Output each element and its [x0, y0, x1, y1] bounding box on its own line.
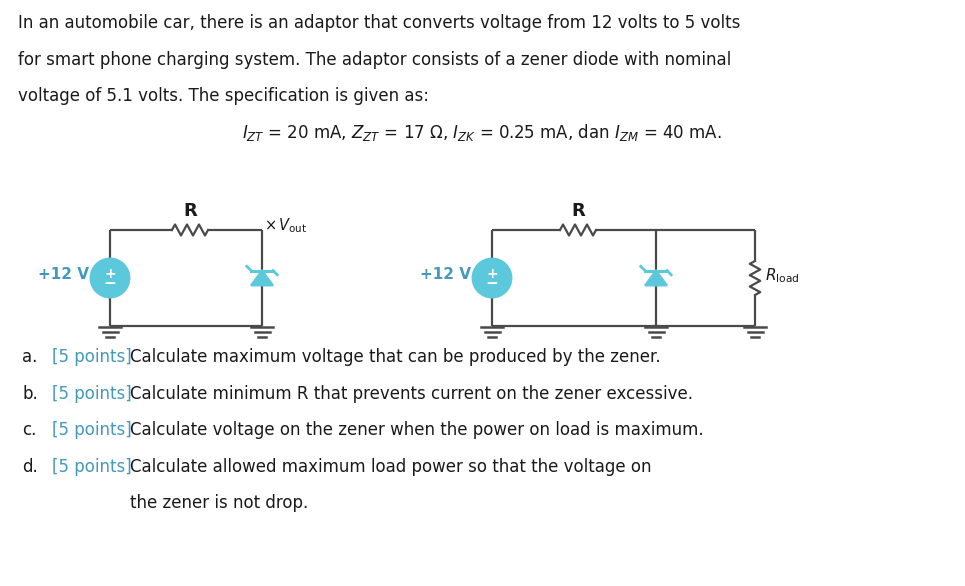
Text: +: +	[104, 267, 116, 281]
Text: voltage of 5.1 volts. The specification is given as:: voltage of 5.1 volts. The specification …	[18, 87, 429, 105]
Text: Calculate minimum R that prevents current on the zener excessive.: Calculate minimum R that prevents curren…	[130, 384, 693, 403]
Text: −: −	[485, 276, 498, 291]
Text: In an automobile car, there is an adaptor that converts voltage from 12 volts to: In an automobile car, there is an adapto…	[18, 14, 740, 32]
Text: Calculate voltage on the zener when the power on load is maximum.: Calculate voltage on the zener when the …	[130, 421, 703, 439]
Text: [5 points]: [5 points]	[52, 421, 132, 439]
Text: $R_{\mathrm{load}}$: $R_{\mathrm{load}}$	[765, 267, 800, 285]
Text: Calculate allowed maximum load power so that the voltage on: Calculate allowed maximum load power so …	[130, 458, 651, 475]
Text: [5 points]: [5 points]	[52, 458, 132, 475]
Text: Calculate maximum voltage that can be produced by the zener.: Calculate maximum voltage that can be pr…	[130, 348, 661, 366]
Circle shape	[475, 261, 510, 295]
Text: $\times\,V_{\mathrm{out}}$: $\times\,V_{\mathrm{out}}$	[264, 217, 307, 236]
Text: +: +	[486, 267, 498, 281]
Text: [5 points]: [5 points]	[52, 348, 132, 366]
Text: b.: b.	[22, 384, 38, 403]
Circle shape	[473, 259, 510, 297]
Text: a.: a.	[22, 348, 38, 366]
Text: +12 V: +12 V	[38, 267, 89, 281]
Text: c.: c.	[22, 421, 37, 439]
Text: R: R	[183, 202, 197, 220]
Polygon shape	[645, 271, 667, 285]
Text: for smart phone charging system. The adaptor consists of a zener diode with nomi: for smart phone charging system. The ada…	[18, 50, 731, 69]
Text: $I_{ZT}$ = 20 mA, $Z_{ZT}$ = 17 $\Omega$, $I_{ZK}$ = 0.25 mA, dan $I_{ZM}$ = 40 : $I_{ZT}$ = 20 mA, $Z_{ZT}$ = 17 $\Omega$…	[242, 121, 722, 142]
Text: −: −	[103, 276, 117, 291]
Text: d.: d.	[22, 458, 38, 475]
Text: [5 points]: [5 points]	[52, 384, 132, 403]
Circle shape	[93, 261, 127, 295]
Text: the zener is not drop.: the zener is not drop.	[130, 494, 308, 512]
Text: R: R	[571, 202, 585, 220]
Circle shape	[92, 259, 128, 297]
Polygon shape	[251, 271, 273, 285]
Text: +12 V: +12 V	[420, 267, 471, 281]
